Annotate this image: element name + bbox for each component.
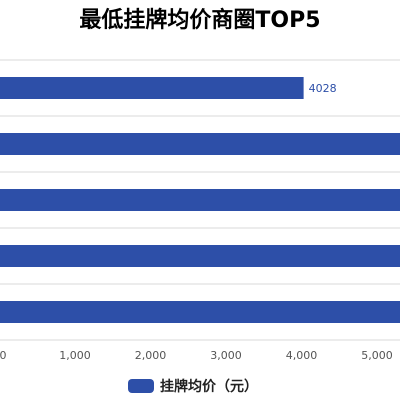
bar[interactable] — [0, 245, 400, 267]
x-tick-label: 5,000 — [361, 349, 393, 362]
data-labels: 40285470 — [309, 82, 337, 95]
x-tick-label: 2,000 — [135, 349, 167, 362]
bar[interactable] — [0, 77, 304, 99]
x-tick-label: 1,000 — [59, 349, 91, 362]
x-tick-label: 0 — [0, 349, 7, 362]
data-label: 4028 — [309, 82, 337, 95]
legend-label: 挂牌均价（元） — [160, 379, 258, 395]
legend[interactable]: 挂牌均价（元） — [128, 376, 258, 396]
bars — [0, 77, 400, 323]
bar[interactable] — [0, 189, 400, 211]
legend-swatch — [128, 379, 154, 393]
grid-lines — [0, 59, 400, 341]
x-tick-label: 3,000 — [210, 349, 242, 362]
bar[interactable] — [0, 133, 400, 155]
chart-title: 最低挂牌均价商圈TOP5 — [79, 8, 321, 33]
bar[interactable] — [0, 301, 400, 323]
x-tick-label: 4,000 — [286, 349, 318, 362]
